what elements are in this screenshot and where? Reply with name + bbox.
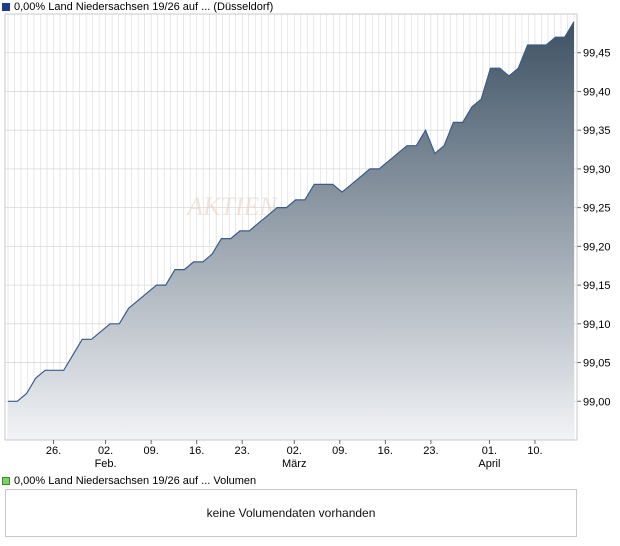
no-volume-message: keine Volumendaten vorhanden: [206, 506, 376, 520]
x-month-label: März: [282, 458, 306, 470]
y-tick-label: 99,30: [583, 164, 611, 176]
x-tick-label: 02.: [98, 445, 113, 457]
x-tick-label: 09.: [332, 445, 347, 457]
volume-legend: 0,00% Land Niedersachsen 19/26 auf ... V…: [2, 474, 256, 488]
y-tick-label: 99,35: [583, 125, 611, 137]
x-month-label: April: [478, 458, 500, 470]
y-tick-label: 99,40: [583, 86, 611, 98]
y-tick-label: 99,20: [583, 241, 611, 253]
price-legend: 0,00% Land Niedersachsen 19/26 auf ... (…: [2, 0, 273, 14]
y-tick-label: 99,05: [583, 358, 611, 370]
plot-frame: [4, 13, 578, 441]
x-tick-label: 01.: [482, 445, 497, 457]
y-tick-label: 99,00: [583, 396, 611, 408]
x-tick-label: 16.: [378, 445, 393, 457]
price-series-swatch: [2, 3, 10, 11]
x-tick-label: 16.: [189, 445, 204, 457]
price-chart: 99,00 99,05 99,10 99,15 99,20 99,25 99,30 99,35…: [4, 13, 611, 470]
volume-panel: keine Volumendaten vorhanden: [5, 489, 577, 537]
volume-legend-label: 0,00% Land Niedersachsen 19/26 auf ... V…: [14, 475, 257, 487]
x-tick-label: 23.: [423, 445, 438, 457]
y-tick-label: 99,15: [583, 280, 611, 292]
x-tick-label: 23.: [235, 445, 250, 457]
volume-series-swatch: [2, 477, 10, 485]
x-tick-label: 09.: [143, 445, 158, 457]
x-tick-label: 10.: [527, 445, 542, 457]
y-tick-label: 99,10: [583, 319, 611, 331]
x-month-label: Feb.: [95, 458, 117, 470]
x-tick-label: 02.: [287, 445, 302, 457]
price-line: [8, 21, 575, 402]
y-tick-label: 99,45: [583, 48, 611, 60]
x-tick-label: 26.: [46, 445, 61, 457]
watermark-text: AKTIEN: [185, 192, 278, 221]
price-legend-label: 0,00% Land Niedersachsen 19/26 auf ... (…: [14, 1, 274, 13]
y-tick-label: 99,25: [583, 203, 611, 215]
price-area: [8, 21, 574, 440]
